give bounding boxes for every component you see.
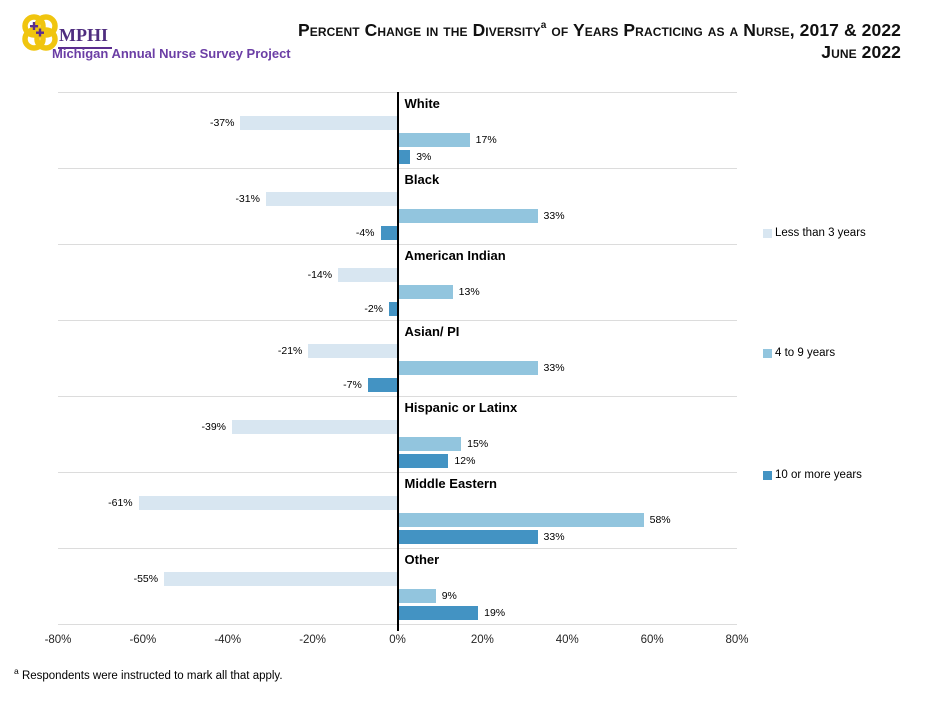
legend-swatch-icon bbox=[763, 229, 772, 238]
footnote-marker: a bbox=[14, 666, 19, 676]
mphi-logo: MPHI Michigan Annual Nurse Survey Projec… bbox=[20, 12, 291, 64]
bar-segment bbox=[397, 530, 538, 544]
bar-segment bbox=[397, 589, 436, 603]
logo-acronym: MPHI bbox=[58, 25, 112, 49]
legend-swatch-icon bbox=[763, 349, 772, 358]
x-axis-tick-label: 0% bbox=[389, 634, 406, 646]
bar-value-label: 9% bbox=[441, 590, 457, 602]
category-label: Middle Eastern bbox=[404, 476, 497, 491]
bar-segment bbox=[397, 133, 470, 147]
legend-item: 4 to 9 years bbox=[763, 346, 893, 361]
bar-value-label: -2% bbox=[364, 303, 384, 315]
x-axis-tick-label: 20% bbox=[470, 634, 494, 646]
bar-value-label: -39% bbox=[201, 421, 226, 433]
title-part1: Percent Change in the Diversity bbox=[297, 20, 541, 40]
legend-label: Less than 3 years bbox=[775, 227, 866, 239]
x-axis-tick-label: -60% bbox=[129, 634, 157, 646]
bar-segment bbox=[389, 302, 398, 316]
bar-segment bbox=[397, 513, 644, 527]
bar-segment bbox=[380, 226, 398, 240]
title-part2: of Years Practicing as a Nurse, 2017 & 2… bbox=[546, 20, 901, 40]
bar-value-label: -55% bbox=[133, 573, 159, 585]
bar-value-label: 12% bbox=[454, 455, 476, 467]
bar-segment bbox=[397, 285, 453, 299]
x-axis-tick-label: -20% bbox=[299, 634, 327, 646]
bar-segment bbox=[397, 150, 411, 164]
bar-segment bbox=[367, 378, 398, 392]
category-label: White bbox=[404, 96, 440, 111]
bar-value-label: 13% bbox=[458, 286, 480, 298]
bar-segment bbox=[138, 496, 398, 510]
title-superscript-a: a bbox=[540, 20, 547, 32]
bar-segment bbox=[397, 209, 538, 223]
bar-value-label: 17% bbox=[475, 134, 497, 146]
category-label: Other bbox=[404, 552, 440, 567]
mphi-clover-icon bbox=[22, 14, 58, 51]
bar-value-label: -4% bbox=[355, 227, 375, 239]
bar-value-label: -7% bbox=[343, 379, 362, 391]
legend-label: 10 or more years bbox=[775, 469, 862, 481]
bar-value-label: -14% bbox=[307, 269, 333, 281]
x-axis-tick-label: 40% bbox=[555, 634, 579, 646]
bar-value-label: 15% bbox=[467, 438, 489, 450]
bar-segment bbox=[397, 437, 462, 451]
legend-item: 10 or more years bbox=[763, 468, 893, 483]
bar-segment bbox=[397, 454, 449, 468]
x-axis-tick-label: -40% bbox=[214, 634, 242, 646]
bar-value-label: -61% bbox=[108, 497, 133, 509]
bar-value-label: 33% bbox=[543, 531, 565, 543]
category-label: Asian/ PI bbox=[404, 324, 460, 339]
bar-value-label: 3% bbox=[416, 151, 432, 163]
bar-segment bbox=[164, 572, 398, 586]
bar-value-label: -31% bbox=[235, 193, 260, 205]
bar-value-label: -21% bbox=[277, 345, 303, 357]
bar-value-label: 33% bbox=[543, 362, 565, 374]
logo-subtitle: Michigan Annual Nurse Survey Project bbox=[52, 46, 291, 61]
legend-label: 4 to 9 years bbox=[775, 347, 836, 359]
category-label: Black bbox=[404, 172, 440, 187]
bar-segment bbox=[265, 192, 398, 206]
chart-title-line1: Percent Change in the Diversitya of Year… bbox=[298, 19, 901, 41]
bar-segment bbox=[338, 268, 398, 282]
bar-value-label: -37% bbox=[209, 117, 235, 129]
x-axis-tick-label: 80% bbox=[725, 634, 749, 646]
category-label: Hispanic or Latinx bbox=[404, 400, 518, 415]
bar-segment bbox=[397, 361, 538, 375]
bar-segment bbox=[240, 116, 398, 130]
chart-title: Percent Change in the Diversitya of Year… bbox=[298, 19, 901, 63]
bar-segment bbox=[397, 606, 479, 620]
chart-title-date: June 2022 bbox=[821, 42, 901, 62]
legend-swatch-icon bbox=[763, 471, 772, 480]
footnote: a Respondents were instructed to mark al… bbox=[14, 666, 283, 682]
bar-value-label: 33% bbox=[543, 210, 565, 222]
category-label: American Indian bbox=[404, 248, 506, 263]
bar-value-label: 58% bbox=[649, 514, 671, 526]
footnote-text: Respondents were instructed to mark all … bbox=[21, 669, 283, 682]
zero-axis-line bbox=[396, 92, 399, 631]
bar-segment bbox=[308, 344, 398, 358]
bar-value-label: 19% bbox=[484, 607, 506, 619]
bar-segment bbox=[231, 420, 398, 434]
legend-item: Less than 3 years bbox=[763, 226, 893, 241]
x-axis-tick-label: 60% bbox=[640, 634, 664, 646]
x-axis-tick-label: -80% bbox=[44, 634, 72, 646]
